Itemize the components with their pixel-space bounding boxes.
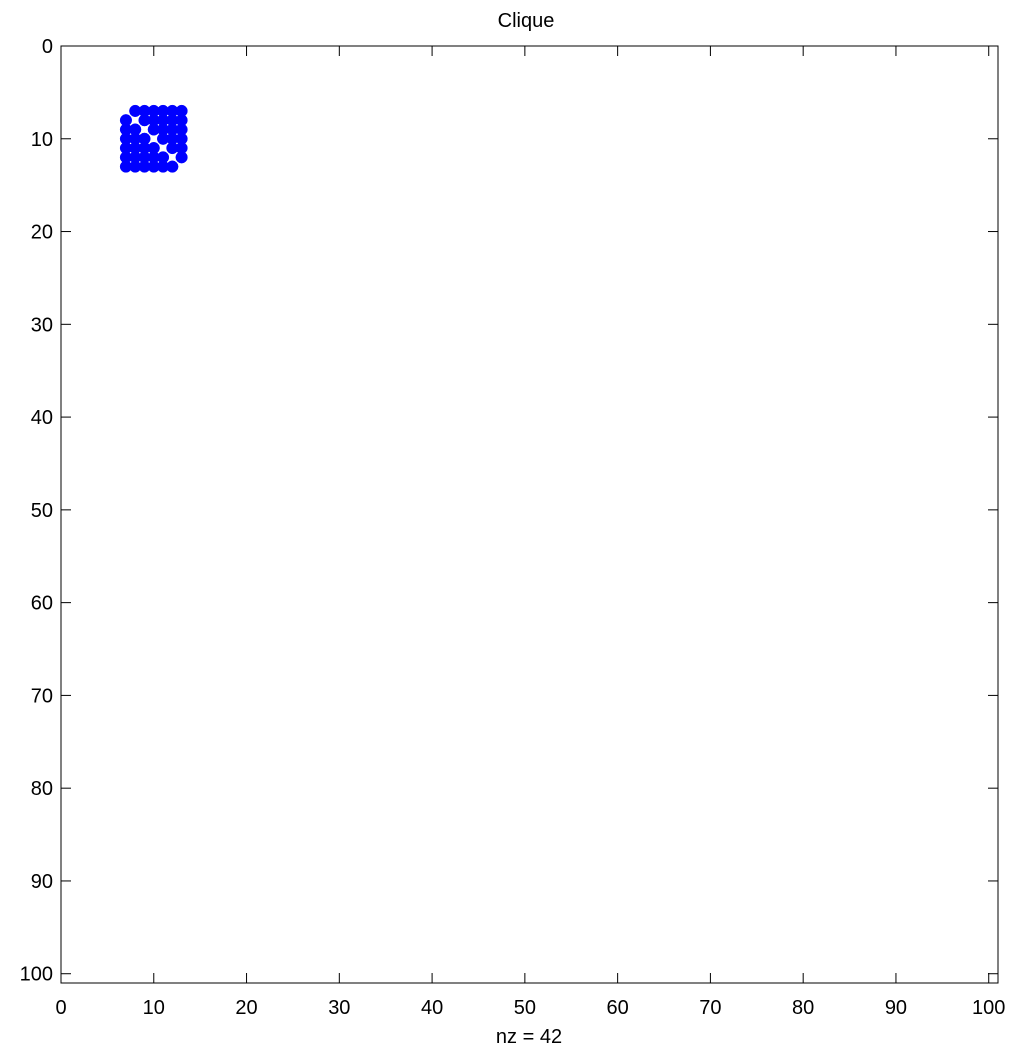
x-tick-label: 80 <box>792 997 814 1019</box>
x-tick-label: 30 <box>328 997 350 1019</box>
plot-area-frame <box>60 45 999 984</box>
tick-marks <box>60 45 998 983</box>
y-tick-label: 40 <box>31 407 53 429</box>
x-tick-label: 20 <box>235 997 257 1019</box>
x-tick-label: 50 <box>514 997 536 1019</box>
x-tick-label: 60 <box>607 997 629 1019</box>
x-tick-label: 0 <box>55 997 66 1019</box>
x-tick-label: 10 <box>143 997 165 1019</box>
data-point <box>166 160 179 173</box>
x-tick-label: 40 <box>421 997 443 1019</box>
x-tick-label: 90 <box>885 997 907 1019</box>
x-tick-label: 100 <box>972 997 1005 1019</box>
y-tick-label: 20 <box>31 222 53 244</box>
data-points <box>119 104 188 173</box>
y-tick-label: 10 <box>31 129 53 151</box>
y-tick-label: 30 <box>31 314 53 336</box>
x-axis-label: nz = 42 <box>496 1026 562 1048</box>
y-tick-label: 0 <box>42 36 53 58</box>
y-tick-label: 80 <box>31 778 53 800</box>
y-tick-label: 50 <box>31 500 53 522</box>
y-tick-label: 100 <box>20 964 53 986</box>
y-tick-label: 70 <box>31 685 53 707</box>
x-tick-label: 70 <box>699 997 721 1019</box>
y-tick-label: 60 <box>31 593 53 615</box>
y-tick-label: 90 <box>31 871 53 893</box>
chart-title: Clique <box>498 10 555 32</box>
data-point <box>175 151 188 164</box>
tick-labels: 0 10 20 30 40 50 60 70 80 90 100010203040506070809… <box>20 36 1006 1019</box>
